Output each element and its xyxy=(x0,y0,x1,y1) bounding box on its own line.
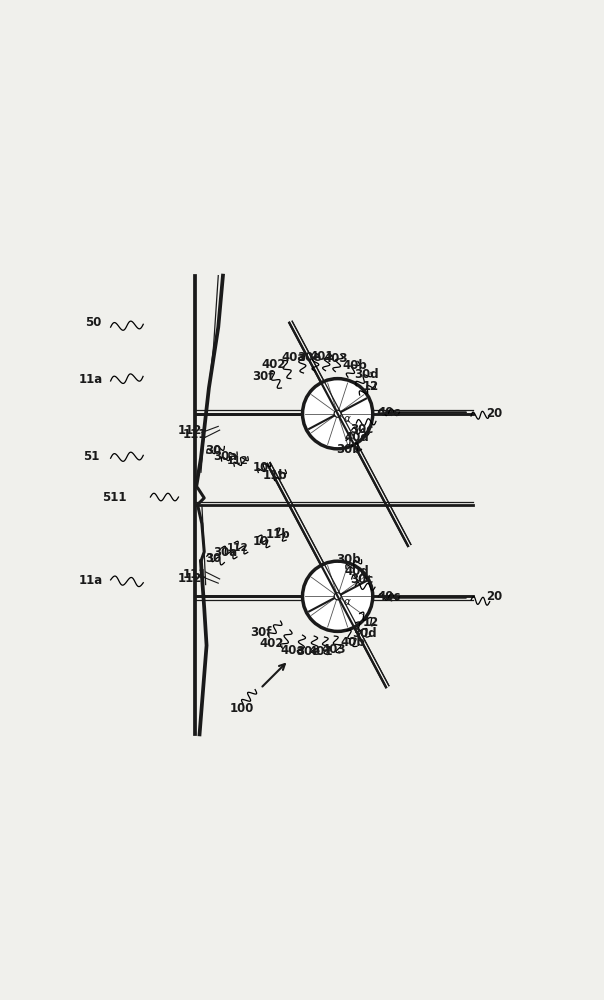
Text: 40c: 40c xyxy=(378,590,401,603)
Text: 10: 10 xyxy=(252,461,269,474)
Text: 112: 112 xyxy=(178,572,202,585)
Text: 401: 401 xyxy=(309,350,334,363)
Text: 402: 402 xyxy=(260,637,284,650)
Circle shape xyxy=(303,562,373,631)
Text: 40b: 40b xyxy=(341,636,365,649)
Text: 511: 511 xyxy=(103,491,127,504)
Text: 401: 401 xyxy=(308,645,333,658)
Text: 403: 403 xyxy=(324,352,348,365)
Text: 30d: 30d xyxy=(355,368,379,381)
Text: 11b: 11b xyxy=(263,469,288,482)
Circle shape xyxy=(336,412,339,416)
Circle shape xyxy=(303,379,373,448)
Text: 11b: 11b xyxy=(265,528,290,541)
Text: 11a: 11a xyxy=(79,574,103,587)
Text: 112: 112 xyxy=(227,543,249,553)
Text: 30d: 30d xyxy=(353,627,377,640)
Text: 51: 51 xyxy=(83,450,99,463)
Text: 20: 20 xyxy=(486,407,503,420)
Text: 30b: 30b xyxy=(336,443,361,456)
Text: 11a: 11a xyxy=(79,373,103,386)
Text: 30: 30 xyxy=(205,444,222,457)
Text: 403: 403 xyxy=(322,643,346,656)
Text: 40d: 40d xyxy=(344,431,368,444)
Text: 10: 10 xyxy=(252,535,269,548)
Text: 30c: 30c xyxy=(350,423,374,436)
Text: 30f: 30f xyxy=(251,626,272,639)
Text: 50: 50 xyxy=(85,316,101,329)
Text: 112: 112 xyxy=(178,424,202,437)
Text: 30f: 30f xyxy=(252,370,274,383)
Text: $\alpha$: $\alpha$ xyxy=(343,414,352,424)
Text: 30e: 30e xyxy=(296,645,320,658)
Text: 30: 30 xyxy=(205,552,222,565)
Text: 12: 12 xyxy=(362,380,379,393)
Text: 40a: 40a xyxy=(280,644,305,657)
Circle shape xyxy=(336,594,339,598)
Text: 111: 111 xyxy=(182,428,207,441)
Text: 30b: 30b xyxy=(336,553,361,566)
Text: 100: 100 xyxy=(230,702,254,715)
Text: 111: 111 xyxy=(182,568,207,581)
Text: 40b: 40b xyxy=(342,359,367,372)
Text: 40d: 40d xyxy=(344,565,368,578)
Text: 40a: 40a xyxy=(282,351,306,364)
Text: 20: 20 xyxy=(486,590,503,603)
Text: 30e: 30e xyxy=(297,351,322,364)
Text: $\alpha$: $\alpha$ xyxy=(343,597,352,607)
Text: 12: 12 xyxy=(362,616,379,629)
Text: 40c: 40c xyxy=(378,406,401,419)
Text: 30a: 30a xyxy=(213,546,237,559)
Text: 402: 402 xyxy=(262,358,286,371)
Text: 30c: 30c xyxy=(350,573,374,586)
Text: 30a: 30a xyxy=(213,450,237,463)
Text: 112: 112 xyxy=(227,456,249,466)
